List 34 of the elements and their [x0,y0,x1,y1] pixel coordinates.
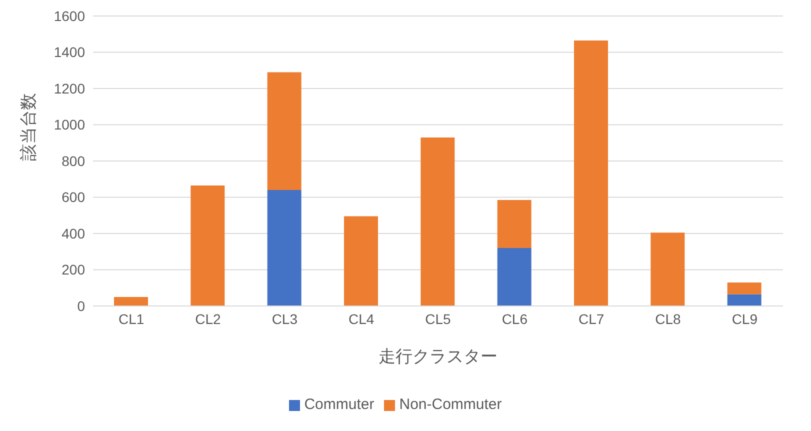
x-tick-label: CL4 [348,310,374,327]
x-tick-label: CL6 [502,310,528,327]
bar [344,216,378,306]
x-tick-label: CL1 [118,310,144,327]
bar [497,200,532,248]
y-tick-label: 0 [77,298,86,314]
y-axis-title: 該当台数 [19,93,38,161]
y-tick-label: 1200 [54,80,86,96]
bar [190,185,225,306]
bar [267,72,302,190]
bar [267,190,302,306]
x-tick-label: CL8 [655,310,682,327]
bar [114,296,148,306]
x-tick-label: CL9 [732,310,758,327]
x-tick-label: CL2 [195,310,222,327]
x-tick-label: CL7 [578,310,604,327]
bar [497,248,532,306]
y-tick-label: 800 [62,152,86,169]
y-tick-label: 1000 [54,116,86,133]
bar [574,40,608,306]
x-tick-label: CL5 [425,310,452,327]
y-tick-label: 200 [62,262,86,278]
bar [650,232,685,306]
bar [727,282,762,294]
bar [420,137,455,306]
legend-label: Commuter [304,396,374,413]
y-tick-label: 1400 [54,44,86,60]
y-tick-label: 1600 [54,8,86,24]
y-tick-label: 400 [62,225,86,242]
bar [727,294,762,306]
y-tick-label: 600 [62,189,86,206]
legend-label: Non-Commuter [399,396,502,413]
x-axis-title: 走行クラスター [378,347,498,366]
x-tick-label: CL3 [272,310,298,327]
